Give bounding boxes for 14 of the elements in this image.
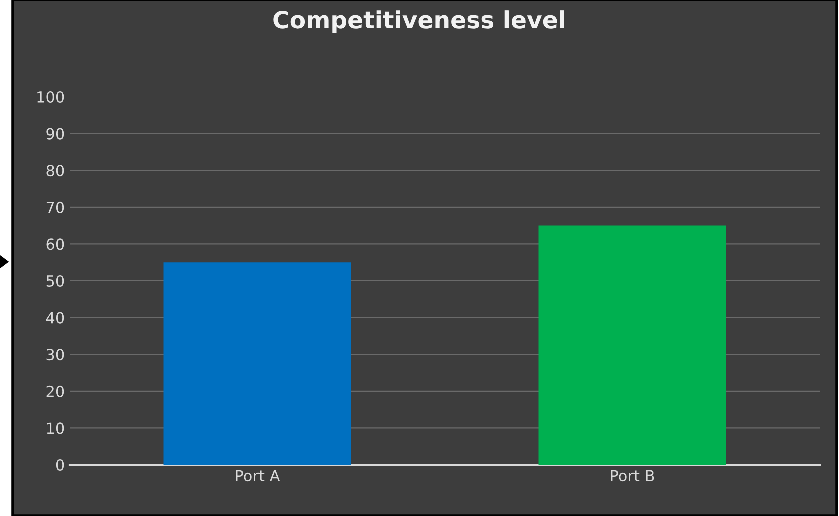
y-tick-label: 40	[46, 312, 64, 324]
y-tick-label: 60	[46, 238, 64, 250]
y-tick-label: 30	[46, 349, 64, 361]
y-tick-label: 70	[46, 202, 64, 214]
y-tick-label: 0	[56, 459, 64, 472]
y-tick-label: 90	[46, 128, 64, 140]
y-tick-label: 10	[47, 422, 64, 434]
chart-title: Competitiveness level	[274, 10, 565, 34]
x-tick-label: Port B	[611, 470, 654, 482]
y-tick-label: 80	[46, 165, 64, 177]
y-tick-label: 100	[38, 91, 64, 104]
y-tick-label: 20	[46, 386, 64, 398]
y-tick-label: 50	[46, 275, 64, 288]
x-tick-label: Port A	[236, 470, 280, 482]
